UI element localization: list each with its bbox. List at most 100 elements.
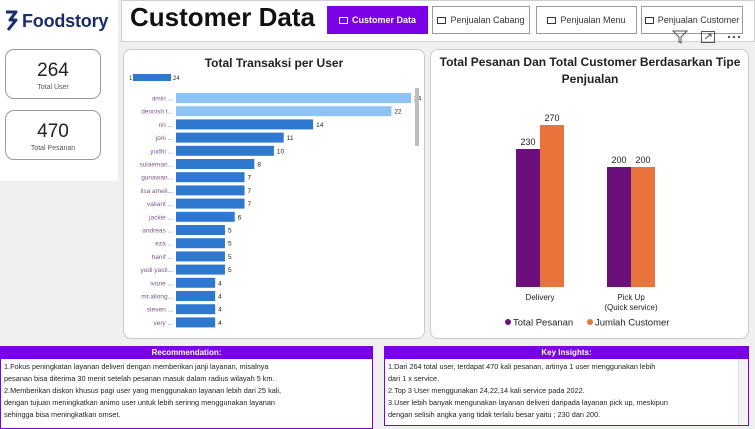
bar bbox=[176, 93, 411, 103]
kpi-total-user-value: 264 bbox=[37, 60, 69, 81]
kpi-total-pesanan: 470 Total Pesanan bbox=[5, 110, 101, 160]
category-label: sulaeman... bbox=[139, 162, 173, 169]
filter-icon[interactable] bbox=[672, 30, 688, 44]
nav-penjualan-cabang-label: Penjualan Cabang bbox=[450, 15, 525, 25]
category-label: yudhi ... bbox=[150, 148, 173, 155]
page-icon bbox=[437, 16, 447, 24]
recommendation-line: sehingga bisa meningkatkan omset. bbox=[4, 410, 121, 419]
bar bbox=[176, 119, 314, 130]
data-label: 4 bbox=[218, 307, 222, 314]
data-label: 270 bbox=[544, 113, 559, 123]
data-label: 200 bbox=[635, 155, 650, 165]
recommendation-title: Recommendation: bbox=[1, 347, 372, 359]
insight-line: dengan selisih angka yang tidak terlalu … bbox=[388, 410, 601, 419]
bar bbox=[176, 317, 216, 328]
category-label: Delivery bbox=[526, 293, 555, 302]
insight-line: 3.User lebih banyak mengunakan layanan d… bbox=[388, 398, 668, 407]
data-label: 5 bbox=[228, 228, 232, 235]
bar bbox=[176, 159, 255, 169]
data-label: 10 bbox=[277, 148, 285, 155]
data-label: 4 bbox=[218, 294, 222, 301]
page-title: Customer Data bbox=[130, 2, 315, 32]
data-label: 7 bbox=[248, 201, 252, 208]
chart-transaksi-title: Total Transaksi per User bbox=[204, 56, 344, 70]
kpi-total-pesanan-value: 470 bbox=[37, 121, 69, 142]
category-label: steven ... bbox=[147, 307, 174, 314]
data-label: 5 bbox=[228, 241, 232, 248]
recommendation-line: 2.Memberikan diskon khusus pagi user yan… bbox=[4, 386, 282, 395]
data-label: 4 bbox=[218, 320, 222, 327]
bar bbox=[176, 304, 216, 315]
nav-penjualan-menu-label: Penjualan Menu bbox=[560, 15, 626, 25]
data-label: 6 bbox=[238, 214, 242, 221]
kpi-total-pesanan-label: Total Pesanan bbox=[30, 145, 76, 152]
insights-title: Key Insights: bbox=[385, 347, 748, 359]
category-label: jackie ... bbox=[148, 214, 173, 221]
category-label: hanif ... bbox=[152, 254, 174, 261]
insights-box: Key Insights: 1.Dari 264 total user, ter… bbox=[384, 346, 749, 426]
data-label: 5 bbox=[228, 254, 232, 261]
kpi-total-user-label: Total User bbox=[37, 84, 69, 91]
bar bbox=[176, 132, 284, 143]
bar bbox=[176, 251, 225, 262]
category-label: yudi yasti... bbox=[140, 267, 173, 274]
insight-line: 2.Top 3 User menggunakan 24,22,14 kali s… bbox=[388, 386, 585, 395]
brand-name: Foodstory bbox=[22, 10, 109, 31]
chart-tipe-penjualan-title: Total Pesanan Dan Total Customer Berdasa… bbox=[439, 55, 741, 86]
page-icon bbox=[644, 16, 654, 24]
chart-tipe-penjualan-plot: 230 270 Delivery 200 200 Pick Up(Quick servic… bbox=[505, 113, 669, 329]
category-label: valiant ... bbox=[147, 201, 173, 208]
chart-scrollbar[interactable] bbox=[415, 88, 419, 146]
data-label: 230 bbox=[520, 137, 535, 147]
category-label: Pick Up bbox=[617, 293, 645, 302]
legend-marker bbox=[505, 319, 511, 325]
category-label: very ... bbox=[153, 320, 173, 327]
bar bbox=[540, 125, 564, 287]
page-icon bbox=[338, 16, 348, 24]
page-icon bbox=[547, 16, 557, 24]
bar bbox=[176, 198, 245, 209]
nav-penjualan-customer-label: Penjualan Customer bbox=[657, 15, 740, 25]
bar bbox=[176, 145, 274, 156]
category-label: (Quick service) bbox=[604, 303, 658, 312]
brand-logo: Foodstory bbox=[4, 6, 108, 36]
bar bbox=[176, 225, 225, 235]
bar bbox=[176, 238, 225, 249]
data-label: 4 bbox=[218, 280, 222, 287]
bar bbox=[607, 167, 631, 287]
nav-penjualan-cabang[interactable]: Penjualan Cabang bbox=[432, 6, 530, 34]
bar bbox=[176, 291, 216, 301]
insight-line: dari 1 x service. bbox=[388, 374, 440, 383]
more-options-icon[interactable] bbox=[726, 32, 742, 42]
category-label: amin ... bbox=[152, 96, 174, 103]
data-label: 14 bbox=[316, 122, 324, 129]
nav-penjualan-menu[interactable]: Penjualan Menu bbox=[536, 6, 637, 34]
bar bbox=[176, 185, 245, 196]
nav-customer-data-label: Customer Data bbox=[351, 15, 416, 25]
kpi-total-user: 264 Total User bbox=[5, 49, 101, 99]
category-label: riri ... bbox=[159, 122, 174, 129]
bar bbox=[176, 264, 225, 275]
category-label: dennish t... bbox=[141, 109, 173, 116]
category-label: eza ... bbox=[155, 241, 173, 248]
bar bbox=[176, 106, 392, 117]
recommendation-line: 1.Fokus peningkatan layanan deliveri den… bbox=[4, 362, 269, 371]
nav-penjualan-customer[interactable]: Penjualan Customer bbox=[641, 6, 743, 34]
recommendation-line: pesanan bisa diterima 30 menit setelah p… bbox=[4, 374, 275, 383]
insights-scrollbar[interactable] bbox=[738, 359, 748, 425]
category-label: ivone ... bbox=[150, 280, 173, 287]
data-label: 7 bbox=[248, 175, 252, 182]
legend-label: Total Pesanan bbox=[513, 318, 573, 329]
category-label: joni ... bbox=[155, 135, 174, 142]
legend-marker bbox=[587, 319, 593, 325]
slider-min-label: 1 bbox=[129, 76, 133, 82]
insight-line: 1.Dari 264 total user, terdapat 470 kali… bbox=[388, 362, 656, 371]
category-label: gunawan... bbox=[141, 175, 173, 182]
category-label: andreas ... bbox=[142, 228, 173, 235]
nav-customer-data[interactable]: Customer Data bbox=[327, 6, 428, 34]
expand-icon[interactable] bbox=[700, 30, 716, 44]
bar bbox=[516, 149, 540, 287]
data-label: 22 bbox=[394, 109, 402, 116]
range-slider[interactable] bbox=[133, 74, 171, 81]
